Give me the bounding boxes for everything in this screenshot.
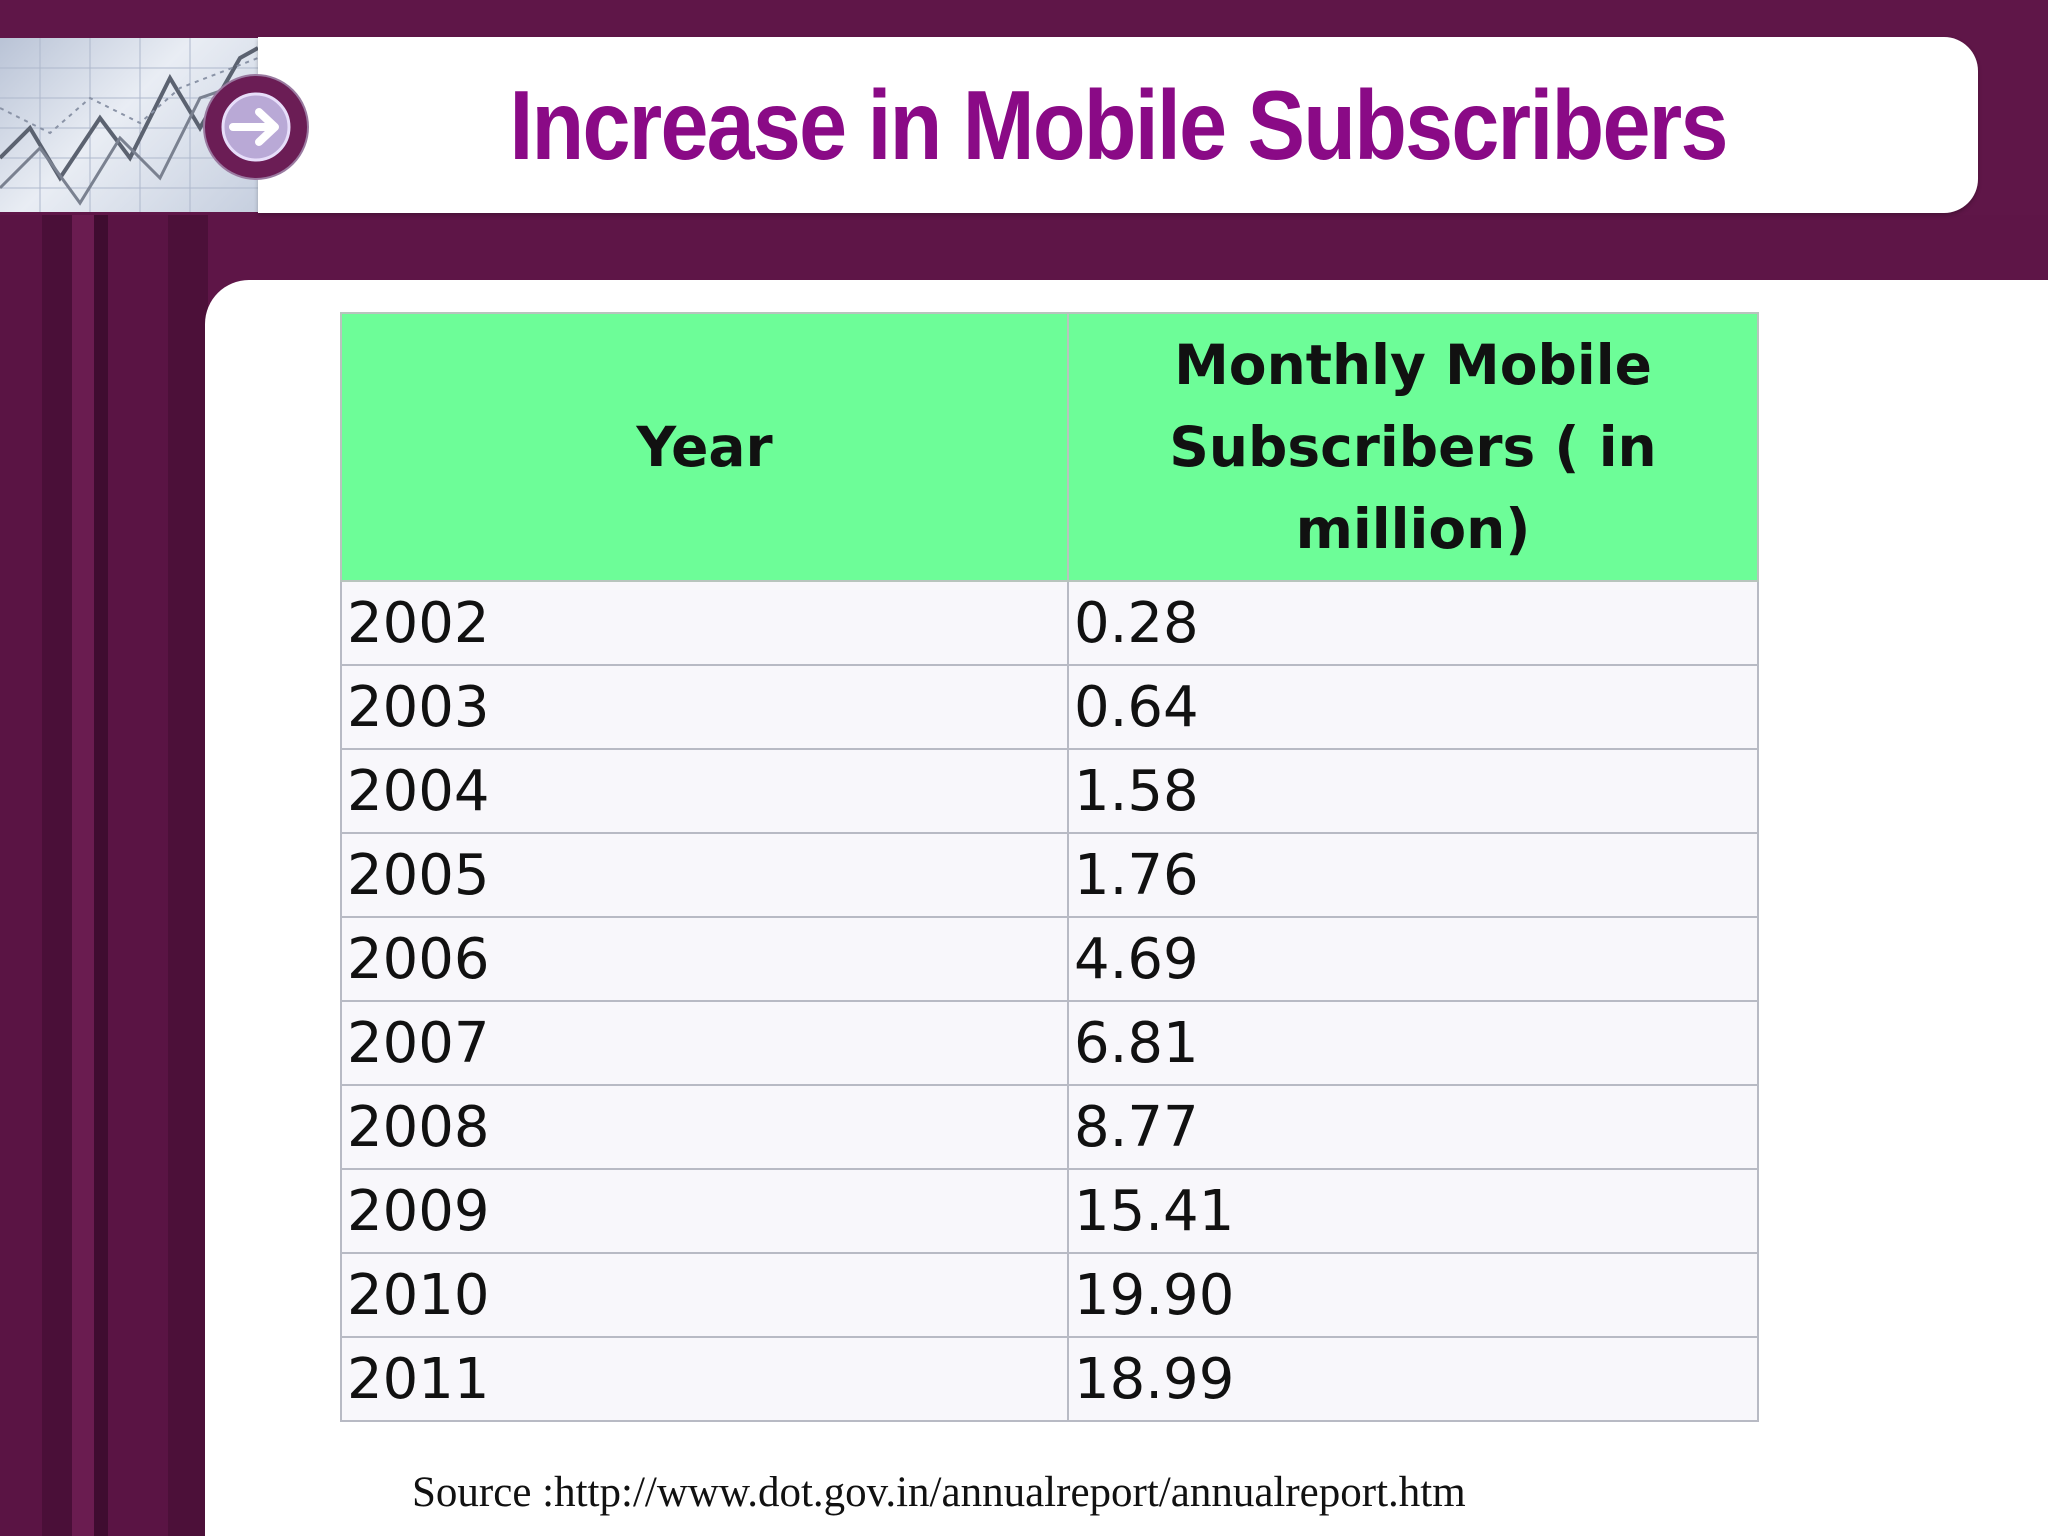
cell-subscribers: 4.69 — [1067, 916, 1759, 1002]
cell-subscribers: 18.99 — [1067, 1336, 1759, 1422]
cell-year: 2006 — [340, 916, 1069, 1002]
title-panel — [258, 37, 1978, 213]
cell-year: 2011 — [340, 1336, 1069, 1422]
table-row: 2003 0.64 — [340, 664, 1759, 750]
table-row: 2002 0.28 — [340, 580, 1759, 666]
page-title: Increase in Mobile Subscribers — [509, 70, 1728, 180]
cell-subscribers: 0.64 — [1067, 664, 1759, 750]
arrow-right-icon — [203, 74, 309, 180]
cell-year: 2004 — [340, 748, 1069, 834]
decorative-stripe — [94, 215, 108, 1536]
table-row: 2006 4.69 — [340, 916, 1759, 1002]
decorative-stripe — [168, 215, 208, 1536]
table-row: 2010 19.90 — [340, 1252, 1759, 1338]
table-row: 2004 1.58 — [340, 748, 1759, 834]
table-row: 2009 15.41 — [340, 1168, 1759, 1254]
cell-subscribers: 1.58 — [1067, 748, 1759, 834]
cell-subscribers: 6.81 — [1067, 1000, 1759, 1086]
cell-subscribers: 0.28 — [1067, 580, 1759, 666]
column-header-year: Year — [340, 312, 1069, 582]
data-table: Year Monthly Mobile Subscribers ( in mil… — [340, 312, 1759, 1422]
cell-year: 2009 — [340, 1168, 1069, 1254]
table-header-row: Year Monthly Mobile Subscribers ( in mil… — [340, 312, 1759, 582]
table-row: 2007 6.81 — [340, 1000, 1759, 1086]
decorative-stripe — [108, 215, 168, 1536]
cell-subscribers: 1.76 — [1067, 832, 1759, 918]
source-citation: Source :http://www.dot.gov.in/annualrepo… — [412, 1469, 1466, 1516]
cell-year: 2003 — [340, 664, 1069, 750]
decorative-stripe — [42, 215, 72, 1536]
cell-year: 2002 — [340, 580, 1069, 666]
cell-year: 2005 — [340, 832, 1069, 918]
cell-subscribers: 8.77 — [1067, 1084, 1759, 1170]
table-row: 2008 8.77 — [340, 1084, 1759, 1170]
cell-year: 2007 — [340, 1000, 1069, 1086]
column-header-subscribers: Monthly Mobile Subscribers ( in million) — [1067, 312, 1759, 582]
table-row: 2005 1.76 — [340, 832, 1759, 918]
decorative-stripe — [72, 215, 94, 1536]
cell-subscribers: 15.41 — [1067, 1168, 1759, 1254]
table-row: 2011 18.99 — [340, 1336, 1759, 1422]
decorative-stripe — [0, 215, 42, 1536]
cell-year: 2010 — [340, 1252, 1069, 1338]
cell-subscribers: 19.90 — [1067, 1252, 1759, 1338]
cell-year: 2008 — [340, 1084, 1069, 1170]
